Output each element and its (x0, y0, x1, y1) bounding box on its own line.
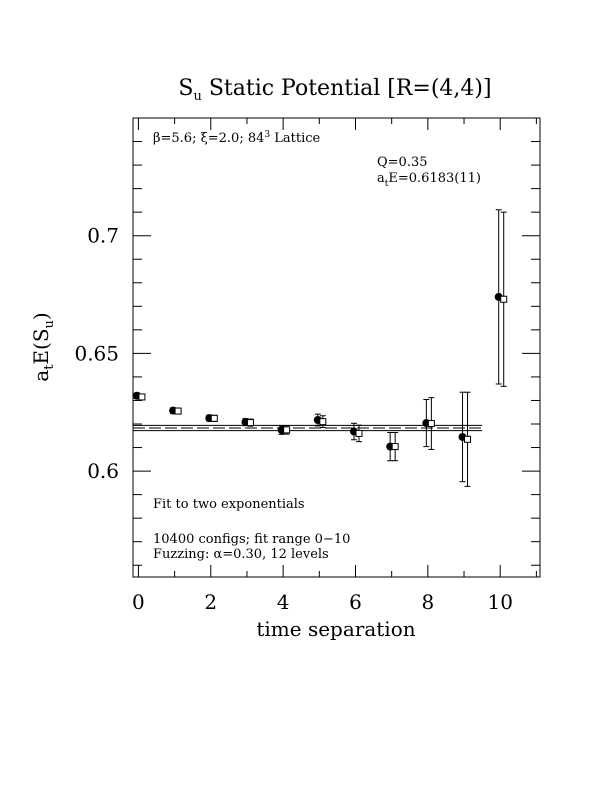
fit-description: Fit to two exponentials (153, 497, 305, 512)
x-tick-label: 6 (349, 590, 362, 614)
q-annotation: Q=0.35 (377, 155, 428, 170)
energy-sub: t (385, 179, 389, 189)
data-point-square (246, 418, 254, 427)
y-label-mid: E(S (29, 328, 53, 364)
energy-rest: E=0.6183(11) (388, 171, 481, 186)
y-label-end: ) (29, 312, 53, 320)
point-marker (174, 407, 182, 415)
data-point-square (464, 391, 472, 487)
data-point-square (427, 397, 435, 450)
y-tick-label: 0.65 (74, 341, 119, 365)
point-marker (355, 429, 363, 437)
data-point-square (500, 211, 508, 387)
point-marker (391, 443, 399, 451)
y-tick-label: 0.6 (87, 459, 119, 483)
title-sub: u (193, 89, 201, 104)
point-marker (283, 426, 291, 434)
plot-frame (132, 117, 541, 578)
x-tick-label: 10 (487, 590, 512, 614)
y-tick-label: 0.7 (87, 224, 119, 248)
x-tick-label: 4 (277, 590, 290, 614)
chart-title: Su Static Potential [R=(4,4)] (178, 76, 491, 104)
energy-main: a (377, 171, 385, 186)
fuzzing-annotation: Fuzzing: α=0.30, 12 levels (153, 547, 329, 562)
y-axis-label: atE(Su) (29, 312, 57, 381)
title-main: S (178, 76, 193, 101)
point-marker (246, 419, 254, 427)
point-marker (319, 418, 327, 426)
point-marker (210, 414, 218, 422)
configs-annotation: 10400 configs; fit range 0−10 (153, 532, 350, 547)
title-rest: Static Potential [R=(4,4)] (202, 76, 492, 101)
data-point-square (210, 414, 218, 422)
lattice-annotation: β=5.6; ξ=2.0; 843 Lattice (153, 130, 321, 146)
data-point-square (391, 431, 399, 462)
point-marker (427, 420, 435, 428)
point-marker (138, 393, 146, 401)
data-point-square (174, 407, 182, 415)
lattice-text: β=5.6; ξ=2.0; 8 (153, 131, 256, 146)
x-tick-label: 8 (421, 590, 434, 614)
x-axis-label: time separation (256, 617, 415, 641)
x-tick-label: 0 (132, 590, 145, 614)
tick-labels: 0 2 4 6 8 10 0.6 0.65 0.7 (74, 224, 512, 614)
x-tick-label: 2 (204, 590, 217, 614)
lattice-mid: 4 (256, 131, 264, 146)
lattice-sup: 3 (264, 130, 270, 140)
energy-annotation: atE=0.6183(11) (377, 171, 481, 189)
point-marker (500, 295, 508, 303)
data-point-square (138, 393, 146, 401)
y-label-sub2: u (42, 320, 57, 328)
point-marker (464, 435, 472, 443)
y-label-sub1: t (42, 364, 57, 370)
data-point-square (319, 415, 327, 429)
y-label-main: a (29, 370, 53, 382)
data-point-square (355, 424, 363, 443)
data-points (132, 209, 508, 487)
axis-ticks (133, 117, 540, 577)
data-point-square (283, 425, 291, 435)
lattice-end: Lattice (270, 131, 320, 146)
